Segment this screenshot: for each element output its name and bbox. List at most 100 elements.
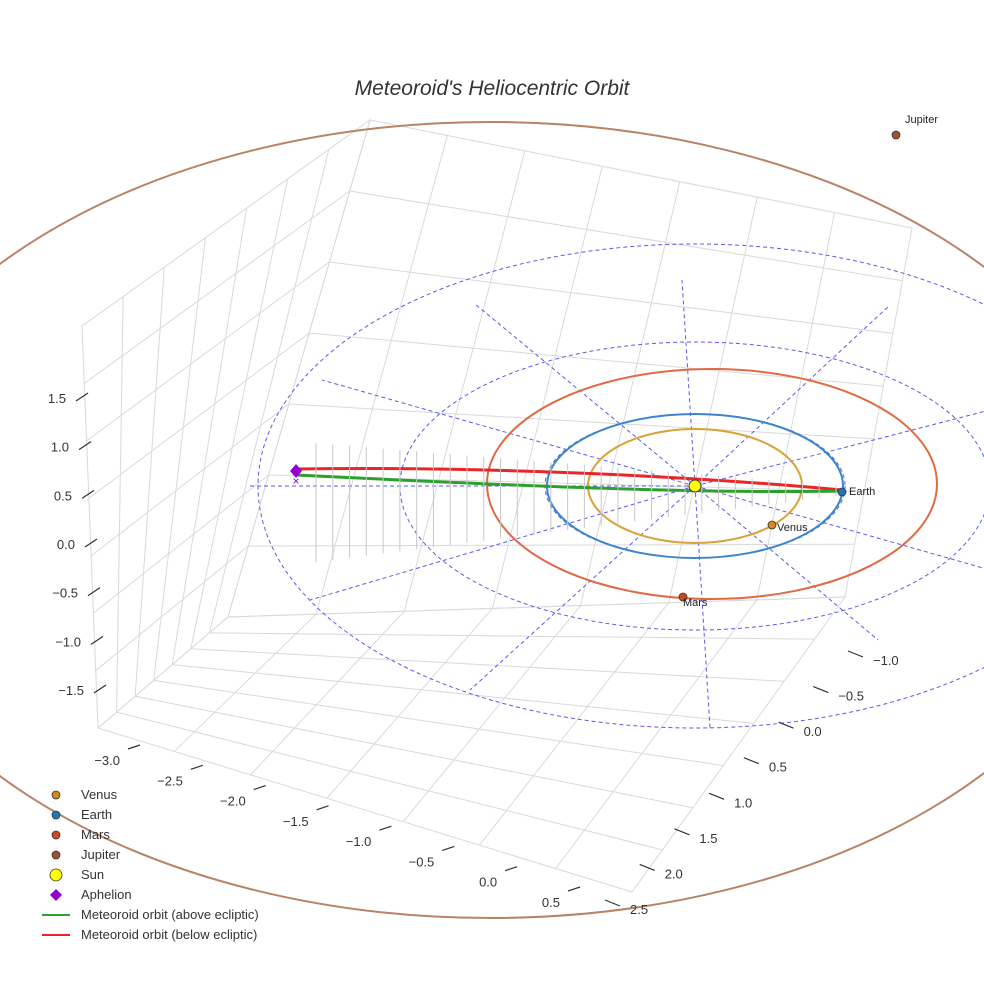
legend[interactable]: Venus Earth Mars Jupiter Sun Aphelion Meteoroi… xyxy=(42,787,259,942)
left-wall-gridline xyxy=(153,237,206,681)
left-wall-gridline xyxy=(88,332,310,499)
back-wall-gridline xyxy=(315,135,448,615)
aphelion-marker xyxy=(290,464,302,478)
z-tick-mark xyxy=(90,635,104,645)
earth-marker xyxy=(837,487,847,497)
venus-marker xyxy=(767,520,777,530)
legend-dot xyxy=(51,850,61,860)
back-wall-gridline xyxy=(329,261,893,334)
y-tick-mark xyxy=(708,792,725,800)
ecliptic-spoke xyxy=(694,485,711,729)
y-tick-label: 2.0 xyxy=(665,866,683,881)
ecliptic-spoke xyxy=(469,485,696,691)
floor-gridline xyxy=(173,613,317,752)
floor-gridline xyxy=(172,664,754,724)
meteoroid-orbit-below-ecliptic xyxy=(295,466,843,492)
legend-item[interactable]: Earth xyxy=(51,807,112,822)
legend-item[interactable]: Venus xyxy=(51,787,118,802)
ecliptic-spoke xyxy=(694,485,984,569)
y-tick-label: 2.5 xyxy=(630,902,648,917)
z-tick-mark xyxy=(87,587,101,597)
earth-label: Earth xyxy=(849,486,875,498)
legend-item[interactable]: Jupiter xyxy=(51,847,121,862)
x-tick-label: −1.5 xyxy=(283,814,309,829)
y-tick-mark xyxy=(813,686,829,694)
left-wall-gridline xyxy=(134,267,165,697)
legend-item[interactable]: Mars xyxy=(51,827,110,842)
legend-label: Jupiter xyxy=(81,847,121,862)
floor-gridline xyxy=(250,610,405,776)
z-tick-label: −0.5 xyxy=(52,586,78,601)
y-tick-mark xyxy=(847,650,864,658)
back-wall-gridline xyxy=(349,190,903,282)
back-wall-gridline xyxy=(403,150,526,612)
y-tick-mark xyxy=(778,721,794,729)
legend-dot xyxy=(51,790,61,800)
legend-item[interactable]: Meteoroid orbit (below ecliptic) xyxy=(42,927,257,942)
z-tick-label: 0.0 xyxy=(57,537,75,552)
legend-sun xyxy=(49,868,63,882)
y-tick-mark xyxy=(604,899,621,907)
meteoroid-orbit-above-ecliptic xyxy=(295,473,843,494)
legend-label: Meteoroid orbit (above ecliptic) xyxy=(81,907,259,922)
floor-gridline xyxy=(326,608,493,799)
y-tick-label: 1.0 xyxy=(734,795,752,810)
floor-gridline xyxy=(153,679,724,767)
ecliptic-spoke xyxy=(694,411,984,487)
z-tick-label: 1.5 xyxy=(48,391,66,406)
ecliptic-spoke xyxy=(694,304,891,487)
z-tick-label: 0.5 xyxy=(54,488,72,503)
left-wall-gridline xyxy=(90,403,290,557)
legend-diamond xyxy=(50,889,62,901)
x-tick-mark xyxy=(379,825,392,831)
x-tick-label: −2.5 xyxy=(157,773,183,788)
left-wall-gridline xyxy=(83,190,351,384)
back-wall-gridline xyxy=(668,197,758,603)
x-tick-label: 0.5 xyxy=(542,895,560,910)
legend-label: Aphelion xyxy=(81,887,132,902)
back-wall-gridline xyxy=(580,181,681,606)
z-tick-label: −1.5 xyxy=(58,683,84,698)
floor-gridline xyxy=(135,695,693,809)
legend-label: Earth xyxy=(81,807,112,822)
back-wall-gridline xyxy=(756,212,836,600)
legend-label: Mars xyxy=(81,827,110,842)
venus-label: Venus xyxy=(777,522,808,534)
floor-gridline xyxy=(116,711,663,851)
x-tick-mark xyxy=(127,744,141,750)
legend-dot xyxy=(51,830,61,840)
left-wall-gridline xyxy=(86,261,330,442)
meteoroid-orbit xyxy=(295,443,843,562)
floor-gridline xyxy=(402,605,581,823)
y-tick-label: 0.5 xyxy=(769,760,787,775)
floor-gridline xyxy=(479,602,670,846)
legend-item[interactable]: Meteoroid orbit (above ecliptic) xyxy=(42,907,259,922)
ecliptic-spoke xyxy=(474,303,696,487)
z-tick-mark xyxy=(93,684,107,694)
left-wall-gridline xyxy=(95,545,249,671)
x-tick-label: −0.5 xyxy=(409,854,435,869)
mars-marker xyxy=(678,592,688,602)
z-tick-label: 1.0 xyxy=(51,440,69,455)
left-wall-gridline xyxy=(190,178,289,649)
x-tick-label: −2.0 xyxy=(220,794,246,809)
legend-item[interactable]: Sun xyxy=(49,867,104,882)
chart-title: Meteoroid's Heliocentric Orbit xyxy=(355,77,631,100)
legend-dot xyxy=(51,810,61,820)
floor-gridline xyxy=(209,632,815,640)
y-tick-label: 1.5 xyxy=(699,831,717,846)
left-wall-gridline xyxy=(116,296,124,713)
legend-label: Sun xyxy=(81,867,104,882)
jupiter-orbit xyxy=(0,121,984,919)
z-tick-mark xyxy=(78,441,92,451)
x-tick-mark xyxy=(316,805,329,811)
z-tick-mark xyxy=(75,392,89,402)
ecliptic-spoke xyxy=(694,485,879,641)
axis-ticks: −3.0 −2.5 −2.0 −1.5 −1.0 −0.5 0.0 0.5 −1.0 −0.5 0.… xyxy=(48,391,899,917)
mars-label: Mars xyxy=(683,597,708,609)
jupiter-marker xyxy=(891,130,901,140)
ecliptic-spoke xyxy=(309,485,696,601)
x-tick-label: −3.0 xyxy=(94,753,120,768)
z-tick-mark xyxy=(84,538,98,548)
legend-item[interactable]: Aphelion xyxy=(50,887,132,902)
